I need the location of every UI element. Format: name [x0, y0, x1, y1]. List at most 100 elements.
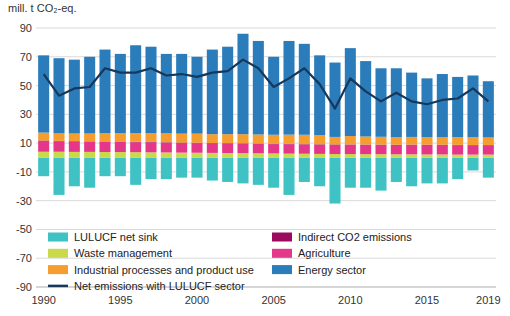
bar [161, 158, 172, 180]
bar [222, 47, 233, 134]
bar [99, 142, 110, 152]
bar [268, 135, 279, 144]
bar [268, 57, 279, 135]
legend-label: LULUCF net sink [74, 231, 158, 243]
legend-label: Net emissions with LULUCF sector [74, 280, 245, 292]
bar [314, 55, 325, 135]
bar [176, 153, 187, 158]
bar [84, 57, 95, 134]
bar [38, 141, 49, 152]
net-line [44, 60, 489, 109]
bar [299, 158, 310, 182]
bar [253, 134, 264, 143]
bar [467, 137, 478, 145]
y-tick-label: 10 [20, 137, 32, 149]
legend-swatch [272, 233, 292, 242]
bar [207, 153, 218, 158]
bar [237, 134, 248, 143]
bar [268, 158, 279, 188]
bar [283, 135, 294, 144]
bar [115, 54, 126, 133]
bar [69, 158, 80, 187]
bar [391, 154, 402, 157]
legend-swatch [48, 265, 68, 274]
bar [145, 142, 156, 152]
bar [53, 141, 64, 152]
bar [191, 158, 202, 178]
bar [391, 68, 402, 137]
bar [329, 154, 340, 157]
grid-line [36, 28, 496, 29]
bar [375, 154, 386, 157]
bar [360, 145, 371, 154]
bar [268, 153, 279, 157]
bar [207, 143, 218, 152]
bar [483, 158, 494, 178]
bar [360, 158, 371, 188]
bar [99, 50, 110, 134]
bar [161, 143, 172, 153]
bar [375, 145, 386, 154]
bar [283, 144, 294, 153]
y-tick-label: -70 [16, 252, 32, 264]
bar [406, 145, 417, 154]
y-tick-label: -30 [16, 195, 32, 207]
bar [421, 78, 432, 137]
y-tick-label: 90 [20, 22, 32, 34]
bar [452, 158, 463, 180]
bar [375, 68, 386, 136]
bar [191, 143, 202, 153]
bar [130, 45, 141, 133]
bar [345, 136, 356, 144]
y-tick-label: -90 [16, 281, 32, 293]
bar [314, 158, 325, 187]
bar [437, 74, 448, 137]
bar [69, 152, 80, 158]
bar [161, 152, 172, 157]
bar [69, 60, 80, 134]
bar [222, 134, 233, 143]
legend-swatch [48, 233, 68, 242]
bar [84, 158, 95, 188]
bar [207, 134, 218, 143]
bar [329, 145, 340, 154]
legend-swatch [272, 249, 292, 258]
bar [375, 158, 386, 191]
bar [99, 152, 110, 157]
bar [207, 158, 218, 181]
bar [99, 133, 110, 141]
bar [145, 158, 156, 180]
x-tick-label: 2015 [415, 294, 439, 306]
bar [283, 158, 294, 195]
bar [483, 81, 494, 137]
bar [115, 158, 126, 177]
legend-label: Energy sector [298, 264, 366, 276]
bar [452, 145, 463, 154]
bar [161, 54, 172, 133]
bar [53, 133, 64, 140]
bar [145, 133, 156, 142]
bar [360, 154, 371, 157]
bar [452, 77, 463, 137]
x-tick-label: 1995 [108, 294, 132, 306]
grid-line [36, 200, 496, 201]
bar [268, 144, 279, 153]
bar [421, 137, 432, 144]
bar [421, 158, 432, 184]
bar [176, 158, 187, 178]
bar [314, 154, 325, 158]
bar [130, 142, 141, 152]
bar [84, 133, 95, 141]
bar [145, 47, 156, 133]
bar [360, 61, 371, 136]
x-tick-label: 2005 [261, 294, 285, 306]
bar [130, 133, 141, 142]
bar [38, 158, 49, 177]
bar [176, 143, 187, 153]
bar [467, 75, 478, 137]
bar [314, 145, 325, 154]
bar [452, 155, 463, 158]
bar [130, 152, 141, 157]
y-tick-label: -10 [16, 166, 32, 178]
bar [130, 158, 141, 185]
